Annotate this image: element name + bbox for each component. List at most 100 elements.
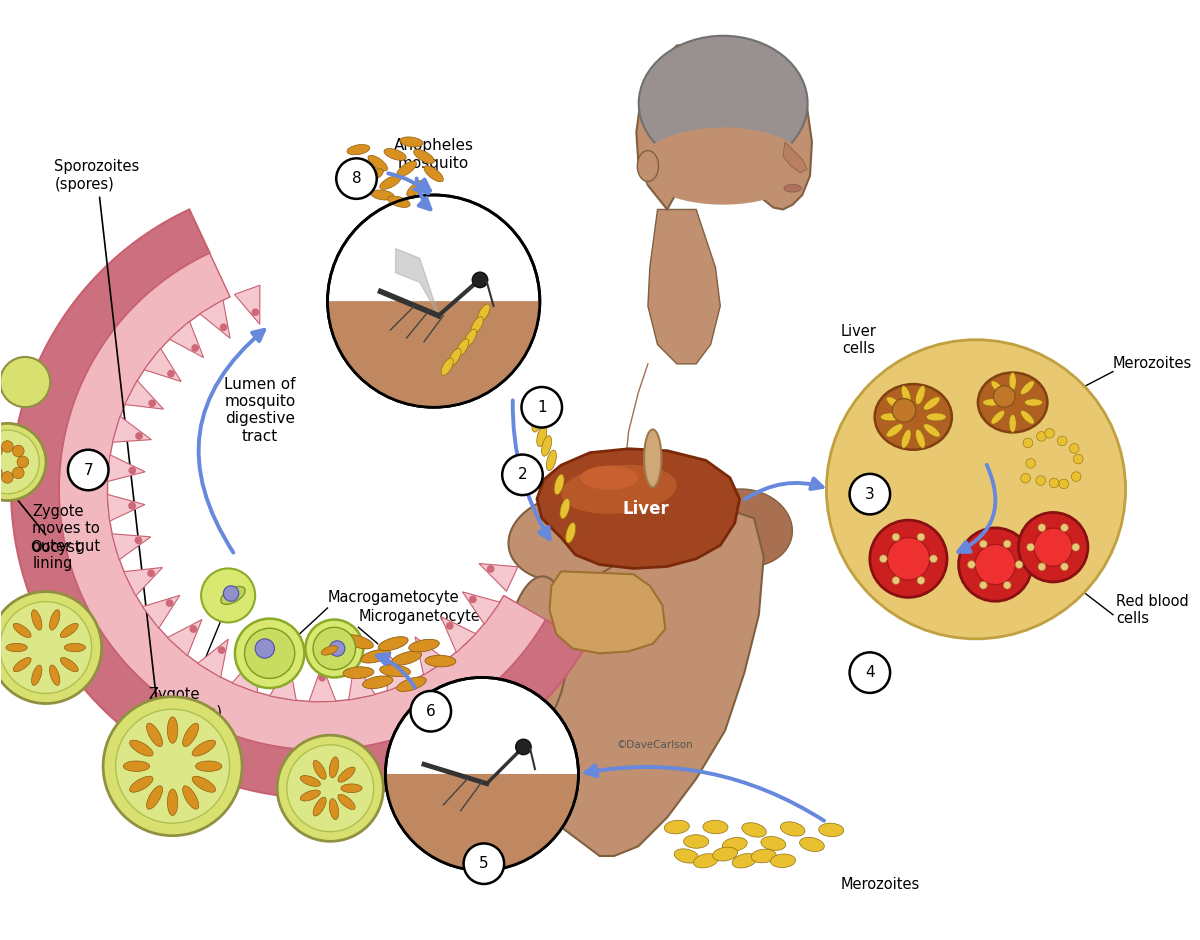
Circle shape: [235, 619, 305, 688]
Circle shape: [1036, 476, 1045, 485]
Circle shape: [252, 308, 259, 316]
Ellipse shape: [1021, 411, 1034, 424]
Ellipse shape: [338, 767, 355, 782]
Ellipse shape: [49, 610, 60, 630]
Ellipse shape: [49, 665, 60, 685]
Ellipse shape: [391, 651, 421, 666]
Ellipse shape: [703, 821, 728, 834]
Ellipse shape: [991, 411, 1004, 424]
Text: 7: 7: [84, 462, 94, 478]
Ellipse shape: [1009, 372, 1016, 390]
Polygon shape: [125, 381, 163, 409]
Circle shape: [353, 670, 361, 678]
Polygon shape: [550, 572, 665, 653]
Ellipse shape: [799, 838, 824, 852]
Ellipse shape: [1025, 399, 1043, 406]
Circle shape: [887, 538, 930, 580]
Ellipse shape: [300, 776, 320, 787]
Circle shape: [330, 641, 344, 656]
Ellipse shape: [637, 150, 659, 181]
Ellipse shape: [638, 128, 808, 205]
Circle shape: [959, 528, 1032, 602]
Ellipse shape: [6, 643, 28, 651]
Circle shape: [827, 339, 1126, 639]
Ellipse shape: [329, 799, 338, 820]
Circle shape: [979, 581, 988, 589]
Polygon shape: [169, 321, 204, 357]
Circle shape: [149, 400, 156, 407]
Circle shape: [217, 646, 226, 654]
Circle shape: [256, 639, 275, 658]
Ellipse shape: [167, 717, 178, 744]
Wedge shape: [385, 774, 578, 870]
Ellipse shape: [361, 650, 391, 663]
Circle shape: [12, 446, 24, 457]
Text: ©DaveCarlson: ©DaveCarlson: [617, 740, 694, 750]
Circle shape: [287, 744, 373, 832]
Ellipse shape: [341, 784, 362, 792]
Text: 6: 6: [426, 704, 436, 719]
Ellipse shape: [887, 424, 902, 437]
Circle shape: [328, 195, 540, 407]
Ellipse shape: [130, 776, 154, 792]
Circle shape: [1045, 429, 1055, 438]
Ellipse shape: [167, 789, 178, 816]
Polygon shape: [107, 494, 145, 522]
Ellipse shape: [761, 837, 786, 851]
Polygon shape: [462, 592, 500, 624]
Ellipse shape: [124, 761, 150, 772]
Circle shape: [1, 472, 13, 483]
Ellipse shape: [343, 634, 373, 649]
Ellipse shape: [329, 757, 338, 777]
Circle shape: [880, 555, 887, 563]
Circle shape: [1034, 528, 1073, 566]
Circle shape: [336, 158, 377, 199]
Circle shape: [128, 502, 136, 509]
Ellipse shape: [526, 401, 535, 422]
Text: Liver
cells: Liver cells: [840, 323, 876, 356]
Ellipse shape: [362, 169, 384, 182]
Ellipse shape: [509, 494, 632, 582]
Ellipse shape: [818, 823, 844, 837]
Ellipse shape: [397, 161, 416, 177]
Circle shape: [167, 369, 175, 378]
Ellipse shape: [784, 184, 802, 192]
Circle shape: [115, 709, 229, 823]
Circle shape: [917, 533, 925, 540]
Circle shape: [1073, 454, 1084, 463]
Polygon shape: [270, 663, 296, 700]
Ellipse shape: [554, 474, 564, 494]
Circle shape: [385, 678, 578, 870]
Ellipse shape: [713, 847, 738, 861]
Polygon shape: [349, 662, 376, 700]
Ellipse shape: [146, 786, 162, 809]
Circle shape: [1037, 431, 1046, 441]
Circle shape: [134, 537, 143, 544]
Circle shape: [0, 591, 102, 703]
Ellipse shape: [742, 822, 767, 838]
Circle shape: [1061, 524, 1068, 531]
Polygon shape: [124, 568, 162, 596]
Ellipse shape: [901, 430, 911, 448]
Ellipse shape: [722, 838, 748, 852]
Circle shape: [0, 423, 46, 501]
Circle shape: [223, 586, 239, 602]
Circle shape: [1027, 543, 1034, 551]
Ellipse shape: [581, 465, 638, 490]
Ellipse shape: [322, 646, 337, 655]
Ellipse shape: [13, 623, 31, 637]
Ellipse shape: [407, 180, 426, 196]
Circle shape: [1019, 512, 1088, 582]
Circle shape: [410, 691, 451, 731]
Ellipse shape: [182, 786, 199, 809]
Circle shape: [446, 622, 454, 630]
Polygon shape: [782, 142, 808, 173]
Circle shape: [277, 735, 383, 841]
Ellipse shape: [565, 523, 576, 543]
Ellipse shape: [300, 790, 320, 801]
Circle shape: [1, 441, 13, 452]
Ellipse shape: [684, 835, 709, 848]
Ellipse shape: [732, 854, 757, 868]
Ellipse shape: [409, 639, 439, 652]
Ellipse shape: [379, 176, 401, 189]
